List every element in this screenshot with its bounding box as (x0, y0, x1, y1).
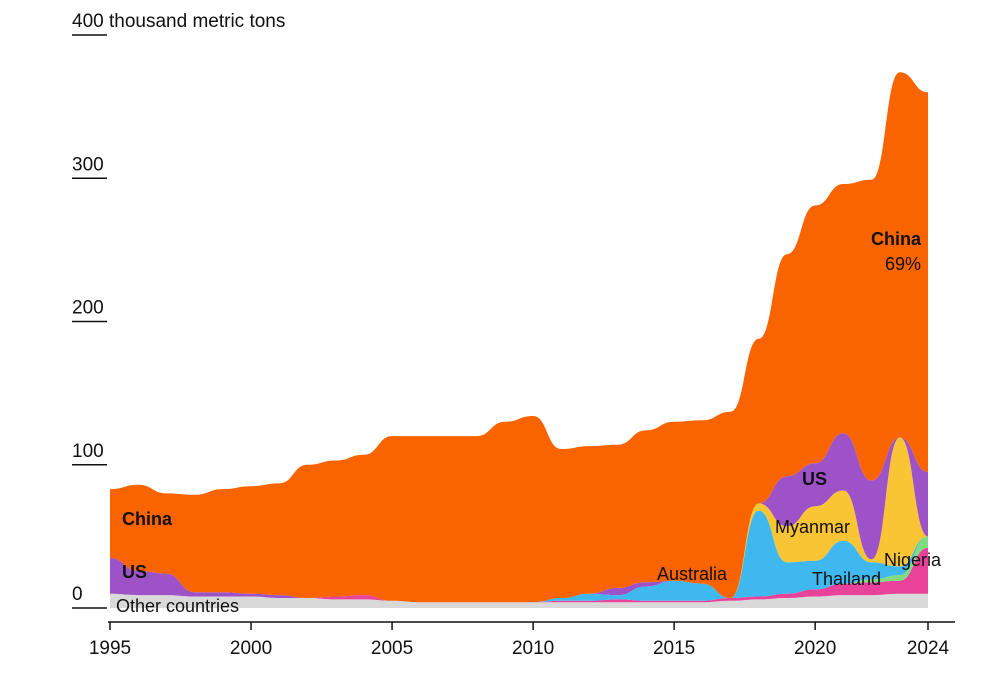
x-tick-label-2000: 2000 (230, 638, 272, 659)
x-tick-label-1995: 1995 (89, 638, 131, 659)
y-axis: 0 100 200 300 400 thousand metric tons (72, 11, 285, 609)
annotation-69--4: 69% (885, 254, 921, 274)
annotation-labels: China US Other countries China 69% US Myanmar A… (116, 229, 942, 616)
x-tick-label-2010: 2010 (512, 638, 554, 659)
annotation-nigeria-9: Nigeria (884, 550, 942, 570)
annotation-thailand-8: Thailand (812, 569, 881, 589)
annotation-australia-7: Australia (657, 564, 728, 584)
x-tick-label-2015: 2015 (653, 638, 695, 659)
y-tick-label-0: 0 (72, 584, 83, 605)
y-tick-label-400: 400 thousand metric tons (72, 11, 285, 32)
x-tick-label-2020: 2020 (794, 638, 836, 659)
annotation-myanmar-6: Myanmar (775, 517, 850, 537)
area-other-countries (110, 593, 928, 608)
x-tick-label-2024: 2024 (907, 638, 950, 659)
y-tick-label-100: 100 (72, 441, 104, 462)
area-china (110, 72, 928, 603)
annotation-other-countries-2: Other countries (116, 596, 239, 616)
y-tick-label-200: 200 (72, 298, 104, 319)
annotation-china-3: China (871, 229, 922, 249)
area-us (110, 433, 928, 603)
annotation-us-5: US (802, 469, 827, 489)
annotation-us-1: US (122, 562, 147, 582)
y-tick-label-300: 300 (72, 154, 104, 175)
x-axis: 1995 2000 2005 2010 2015 2020 2024 (89, 621, 955, 659)
area-australia (110, 510, 928, 603)
annotation-china-0: China (122, 509, 173, 529)
x-tick-label-2005: 2005 (371, 638, 413, 659)
stacked-area-layers (110, 72, 928, 608)
